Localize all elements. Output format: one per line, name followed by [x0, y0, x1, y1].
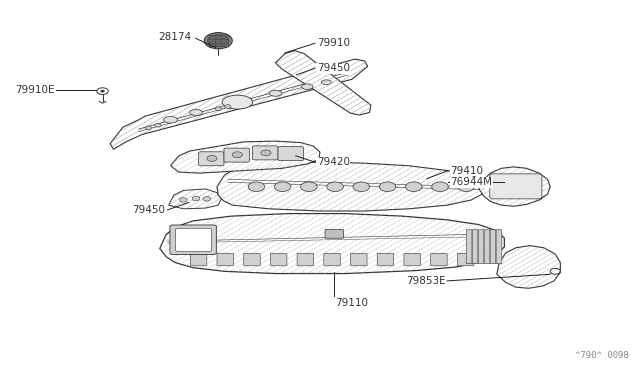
FancyBboxPatch shape	[271, 253, 287, 266]
Circle shape	[207, 155, 217, 161]
FancyBboxPatch shape	[170, 225, 216, 254]
FancyBboxPatch shape	[175, 228, 211, 251]
FancyBboxPatch shape	[458, 253, 474, 266]
Circle shape	[275, 182, 291, 192]
Circle shape	[261, 150, 271, 156]
Circle shape	[145, 126, 152, 130]
Ellipse shape	[269, 90, 282, 96]
Circle shape	[232, 152, 243, 158]
FancyBboxPatch shape	[198, 152, 224, 166]
PathPatch shape	[479, 167, 550, 206]
FancyBboxPatch shape	[478, 230, 484, 264]
FancyBboxPatch shape	[404, 253, 420, 266]
Text: 79450: 79450	[132, 205, 166, 215]
FancyBboxPatch shape	[324, 253, 340, 266]
FancyBboxPatch shape	[496, 230, 502, 264]
FancyBboxPatch shape	[190, 253, 207, 266]
PathPatch shape	[217, 162, 486, 211]
FancyBboxPatch shape	[490, 230, 496, 264]
Text: 79450: 79450	[317, 63, 350, 73]
Polygon shape	[110, 59, 368, 149]
FancyBboxPatch shape	[484, 230, 490, 264]
PathPatch shape	[275, 51, 371, 115]
Circle shape	[406, 182, 422, 192]
FancyBboxPatch shape	[325, 230, 344, 238]
Text: 76944M: 76944M	[451, 177, 492, 187]
Circle shape	[215, 107, 221, 110]
Circle shape	[301, 182, 317, 192]
Text: 79853E: 79853E	[406, 276, 445, 286]
Polygon shape	[497, 246, 561, 288]
Circle shape	[204, 33, 232, 49]
Polygon shape	[169, 189, 221, 209]
Circle shape	[353, 182, 369, 192]
Circle shape	[179, 198, 187, 202]
Text: 79420: 79420	[317, 157, 350, 167]
Circle shape	[97, 88, 108, 94]
PathPatch shape	[110, 59, 368, 149]
Circle shape	[207, 35, 229, 47]
FancyBboxPatch shape	[490, 174, 542, 199]
Text: 79910E: 79910E	[15, 85, 55, 95]
Circle shape	[100, 90, 104, 92]
Ellipse shape	[189, 109, 202, 115]
Text: 79910: 79910	[317, 38, 350, 48]
Circle shape	[203, 197, 211, 201]
Text: ^790^ 0098: ^790^ 0098	[575, 351, 628, 360]
Circle shape	[192, 196, 200, 201]
Circle shape	[248, 182, 265, 192]
Circle shape	[458, 182, 474, 192]
FancyBboxPatch shape	[244, 253, 260, 266]
Polygon shape	[217, 162, 486, 211]
FancyBboxPatch shape	[278, 147, 303, 161]
Polygon shape	[479, 167, 550, 206]
Ellipse shape	[164, 116, 177, 123]
FancyBboxPatch shape	[467, 230, 472, 264]
Polygon shape	[275, 51, 371, 115]
FancyBboxPatch shape	[217, 253, 234, 266]
FancyBboxPatch shape	[253, 146, 278, 160]
FancyBboxPatch shape	[377, 253, 394, 266]
Ellipse shape	[321, 80, 332, 85]
PathPatch shape	[160, 214, 504, 273]
PathPatch shape	[171, 141, 320, 173]
Ellipse shape	[301, 84, 313, 89]
Text: 79410: 79410	[451, 166, 483, 176]
Polygon shape	[160, 214, 504, 273]
FancyBboxPatch shape	[472, 230, 478, 264]
PathPatch shape	[169, 189, 221, 209]
Circle shape	[225, 105, 231, 108]
FancyBboxPatch shape	[351, 253, 367, 266]
FancyBboxPatch shape	[297, 253, 314, 266]
Ellipse shape	[222, 95, 253, 109]
Circle shape	[327, 182, 344, 192]
FancyBboxPatch shape	[431, 253, 447, 266]
Circle shape	[380, 182, 396, 192]
Circle shape	[155, 124, 161, 127]
PathPatch shape	[497, 246, 561, 288]
Text: 79110: 79110	[335, 298, 368, 308]
Polygon shape	[171, 141, 320, 173]
Circle shape	[432, 182, 448, 192]
FancyBboxPatch shape	[224, 148, 250, 162]
Text: 28174: 28174	[159, 32, 191, 42]
